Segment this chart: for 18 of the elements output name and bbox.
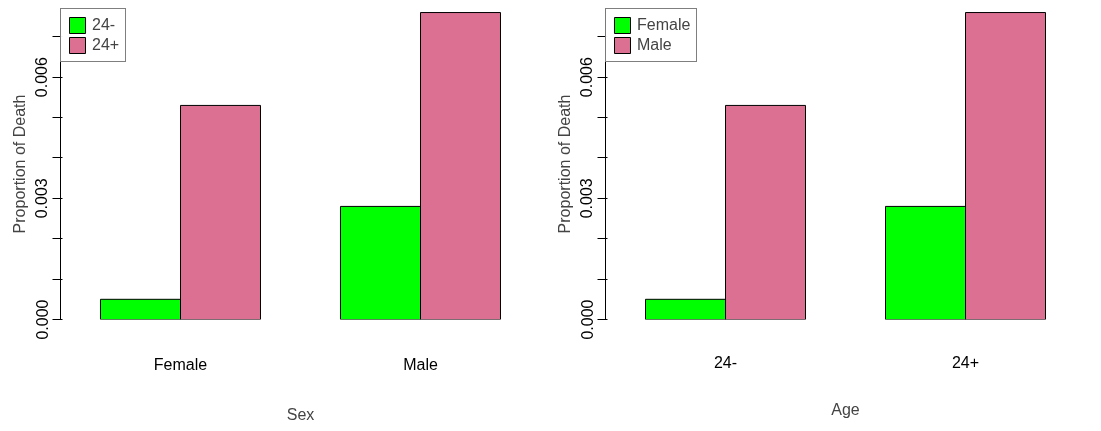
y-axis-title: Proportion of Death — [555, 94, 573, 234]
legend-label: 24+ — [92, 36, 120, 54]
x-tick-label: 24- — [713, 353, 738, 371]
legend-label: Male — [637, 36, 672, 54]
x-tick-label: 24+ — [951, 353, 980, 371]
y-tick-label: 0.006 — [33, 57, 51, 98]
y-tick-label: 0.006 — [578, 57, 596, 98]
x-axis-title: Age — [831, 400, 860, 418]
y-tick-label: 0.003 — [33, 178, 51, 219]
x-tick-label: Female — [153, 355, 208, 373]
x-axis-title: Sex — [286, 405, 315, 423]
x-tick-label: Male — [403, 355, 438, 373]
y-tick-label: 0.003 — [578, 178, 596, 219]
y-axis-title: Proportion of Death — [10, 94, 28, 234]
legend-label: 24- — [92, 16, 116, 34]
y-tick-label: 0.000 — [578, 299, 596, 340]
legend-label: Female — [637, 16, 691, 34]
y-tick-label: 0.000 — [33, 299, 51, 340]
